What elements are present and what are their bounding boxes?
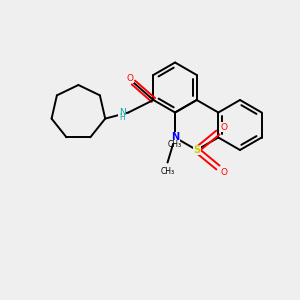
Text: N: N [118, 108, 125, 117]
Text: N: N [171, 133, 179, 142]
Text: O: O [221, 168, 228, 177]
Text: CH₃: CH₃ [160, 167, 175, 176]
Text: CH₃: CH₃ [168, 140, 182, 149]
Text: O: O [221, 123, 228, 132]
Text: O: O [127, 74, 134, 83]
Text: S: S [193, 145, 200, 155]
Text: H: H [120, 113, 125, 122]
